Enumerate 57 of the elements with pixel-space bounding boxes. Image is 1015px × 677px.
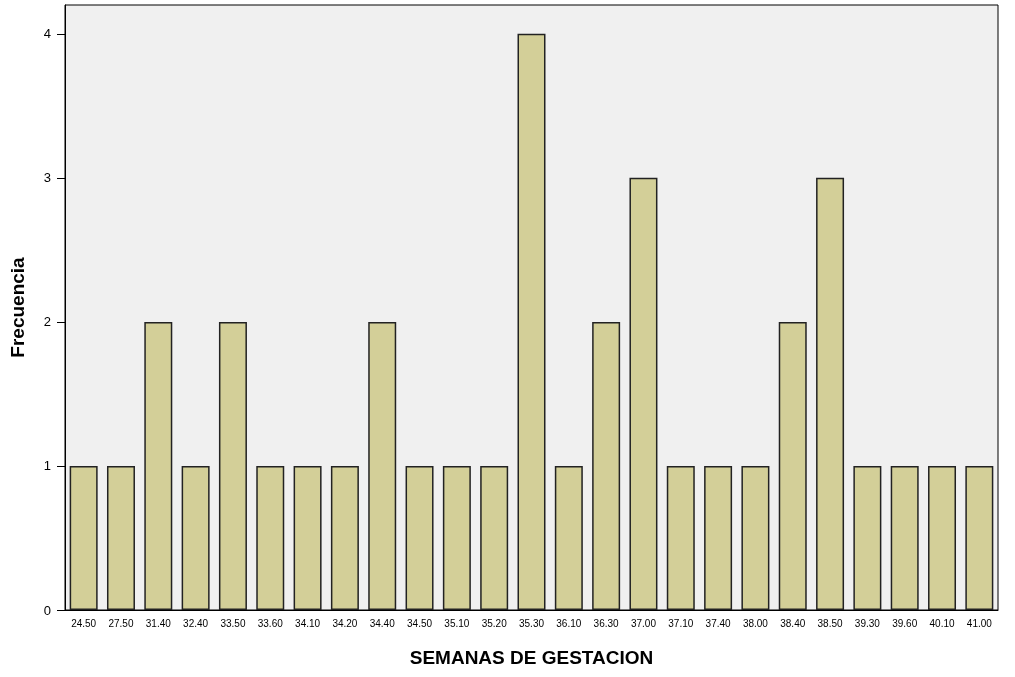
x-tick-label: 33.60 [257,617,284,629]
x-tick-label: 34.50 [407,617,433,629]
x-axis-title: SEMANAS DE GESTACION [409,647,654,668]
x-tick-label: 40.10 [929,617,955,629]
x-tick-label: 35.20 [481,617,508,629]
bar [592,321,621,610]
y-tick-label: 0 [43,602,51,618]
bar [181,465,210,610]
bar [69,465,98,610]
x-tick-label: 37.00 [630,617,657,629]
bar [106,465,135,610]
bar [144,321,173,610]
bar [778,321,807,610]
y-tick-label: 1 [43,458,51,474]
x-tick-label: 34.20 [332,617,358,629]
y-tick-label: 2 [43,314,51,330]
x-tick-label: 33.50 [220,617,246,629]
bar [218,321,247,610]
bar [666,465,695,610]
bar [554,465,583,610]
bar [928,465,957,610]
bar [405,465,434,610]
bar [293,465,322,610]
x-tick-label: 38.50 [817,617,844,629]
x-tick-label: 34.40 [369,617,396,629]
x-tick-label: 31.40 [145,617,172,629]
x-tick-label: 39.60 [892,617,918,629]
bar [704,465,733,610]
y-tick-label: 3 [43,170,51,186]
bar [965,465,994,610]
x-tick-label: 35.10 [444,617,470,629]
x-tick-label: 41.00 [966,617,993,629]
x-tick-label: 35.30 [518,617,545,629]
x-tick-label: 37.10 [668,617,694,629]
x-tick-label: 38.00 [742,617,769,629]
bar [741,465,770,610]
bar [368,321,397,610]
x-tick-label: 32.40 [183,617,209,629]
bar [890,465,919,610]
x-tick-label: 24.50 [71,617,97,629]
x-tick-label: 36.10 [556,617,582,629]
x-tick-label: 38.40 [780,617,806,629]
bar [517,33,546,610]
bar [256,465,285,610]
x-tick-label: 34.10 [295,617,321,629]
bar [480,465,509,610]
x-tick-label: 36.30 [593,617,620,629]
x-tick-label: 37.40 [705,617,732,629]
y-tick-label: 4 [43,26,51,42]
bar [330,465,359,610]
bar [853,465,882,610]
y-axis-title: Frecuencia [7,256,28,358]
x-tick-label: 39.30 [854,617,881,629]
x-tick-label: 27.50 [108,617,134,629]
bar [816,177,845,610]
bar [442,465,471,610]
bar [629,177,658,610]
